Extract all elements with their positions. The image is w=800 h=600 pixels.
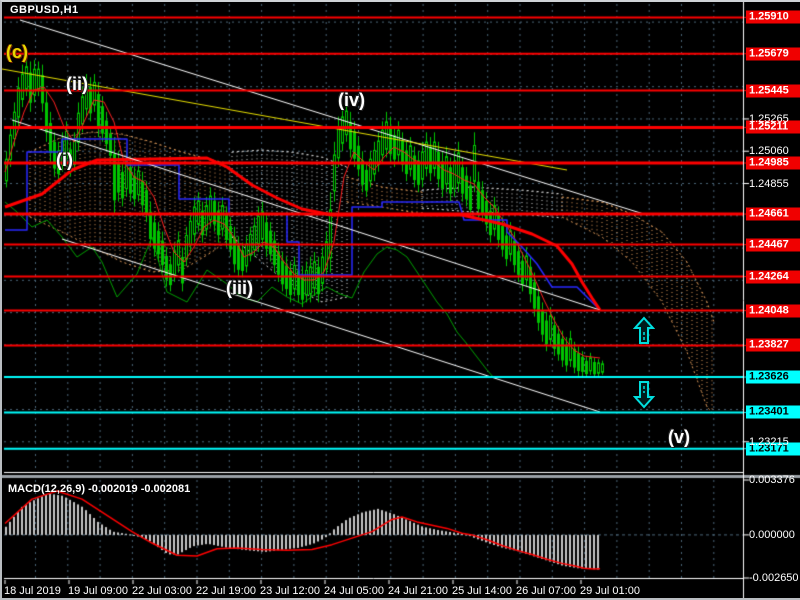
price-level-badge[interactable]: 1.23626 xyxy=(746,370,800,384)
wave-label[interactable]: (ii) xyxy=(66,74,88,94)
wave-label[interactable]: (iv) xyxy=(338,90,365,110)
wave-label[interactable]: (c) xyxy=(6,42,28,62)
wave-label[interactable]: (v) xyxy=(668,427,690,447)
price-level-badge[interactable]: 1.25679 xyxy=(746,47,800,61)
price-level-badge[interactable]: 1.23171 xyxy=(746,442,800,456)
buy-signal-arrow-icon[interactable] xyxy=(632,316,656,346)
price-level-badge[interactable]: 1.24264 xyxy=(746,270,800,284)
sell-signal-arrow-icon[interactable] xyxy=(632,380,656,410)
price-level-badge[interactable]: 1.25445 xyxy=(746,84,800,98)
wave-label[interactable]: (i) xyxy=(56,150,73,170)
price-level-badge[interactable]: 1.24985 xyxy=(746,156,800,170)
price-level-badge[interactable]: 1.24661 xyxy=(746,207,800,221)
price-level-badge[interactable]: 1.23827 xyxy=(746,338,800,352)
price-level-badge[interactable]: 1.25211 xyxy=(746,120,800,134)
wave-label[interactable]: (iii) xyxy=(226,278,253,298)
price-level-badge[interactable]: 1.25910 xyxy=(746,10,800,24)
price-level-badge[interactable]: 1.24048 xyxy=(746,304,800,318)
price-level-badge[interactable]: 1.24467 xyxy=(746,238,800,252)
price-level-badge[interactable]: 1.23401 xyxy=(746,405,800,419)
